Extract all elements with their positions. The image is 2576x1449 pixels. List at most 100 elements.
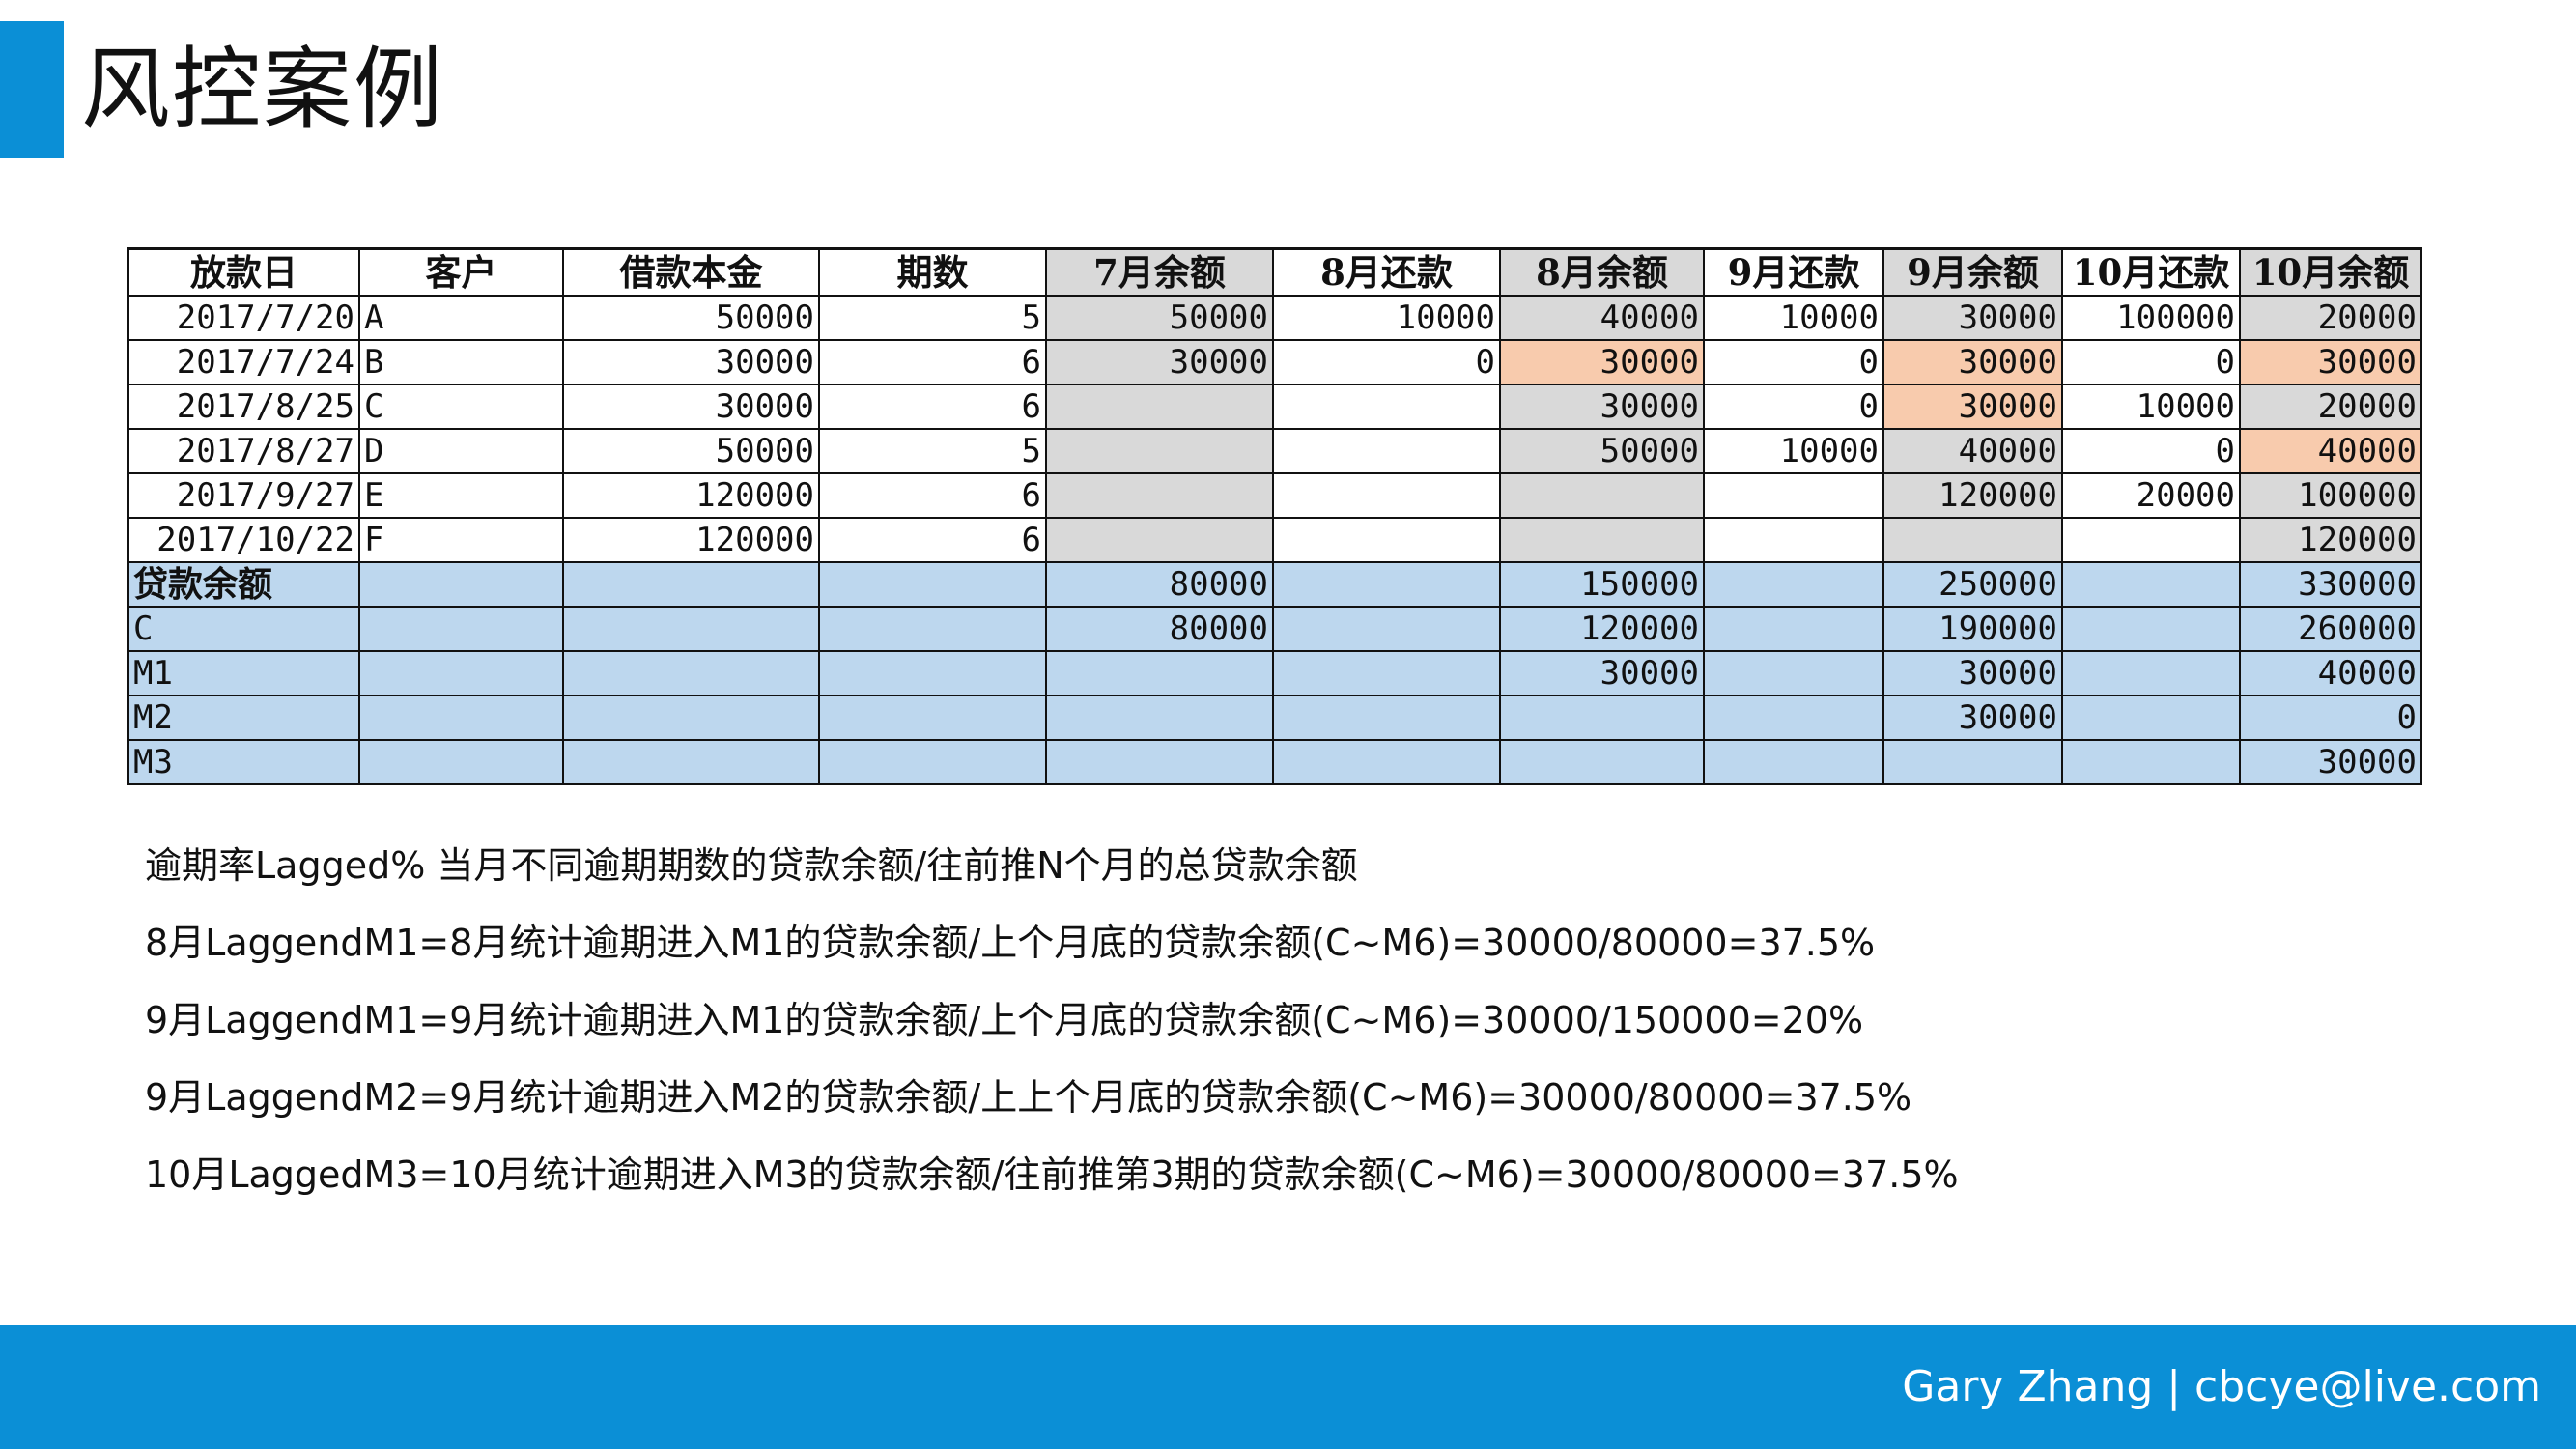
header-cell: 8月余额 [1499, 247, 1705, 297]
table-cell: 5 [818, 428, 1047, 474]
table-cell: 120000 [562, 472, 820, 519]
note-line-definition: 逾期率Lagged% 当月不同逾期期数的贷款余额/往前推N个月的总贷款余额 [145, 844, 1358, 887]
table-cell: E [358, 472, 564, 519]
table-cell [1499, 517, 1705, 563]
table-cell [1703, 517, 1884, 563]
table-cell: 10000 [1703, 428, 1884, 474]
table-cell-overdue: 30000 [1499, 339, 1705, 385]
summary-label: 贷款余额 [127, 561, 360, 608]
table-cell-overdue: 30000 [2239, 339, 2422, 385]
summary-cell: 150000 [1499, 561, 1705, 608]
summary-cell [1272, 695, 1501, 741]
summary-cell [818, 739, 1047, 785]
table-cell: 50000 [562, 295, 820, 341]
summary-row: M3 30000 [127, 739, 2422, 785]
table-cell: 2017/7/24 [127, 339, 360, 385]
summary-cell [562, 561, 820, 608]
table-cell: 2017/8/27 [127, 428, 360, 474]
table-cell: 0 [1272, 339, 1501, 385]
table-cell: 30000 [562, 339, 820, 385]
table-row: 2017/8/27 D 50000 5 50000 10000 40000 0 … [127, 428, 2422, 474]
table-cell: 120000 [1882, 472, 2063, 519]
summary-cell: 80000 [1045, 606, 1274, 652]
table-cell [1045, 472, 1274, 519]
table-cell [1045, 428, 1274, 474]
table-cell: 30000 [562, 384, 820, 430]
table-cell: 20000 [2061, 472, 2241, 519]
summary-cell: 30000 [1882, 695, 2063, 741]
summary-cell: 330000 [2239, 561, 2422, 608]
footer-bar: Gary Zhang | cbcye@live.com [0, 1325, 2576, 1449]
summary-cell [818, 650, 1047, 696]
table-cell: 6 [818, 384, 1047, 430]
summary-cell [358, 606, 564, 652]
table-cell: D [358, 428, 564, 474]
summary-cell: 190000 [1882, 606, 2063, 652]
summary-cell: 0 [2239, 695, 2422, 741]
summary-row: M1 30000 30000 40000 [127, 650, 2422, 696]
table-row: 2017/9/27 E 120000 6 120000 20000 100000 [127, 472, 2422, 519]
table-cell: 10000 [2061, 384, 2241, 430]
table-cell: 0 [2061, 428, 2241, 474]
table-cell: 2017/8/25 [127, 384, 360, 430]
summary-cell [1272, 606, 1501, 652]
table-row: 2017/10/22 F 120000 6 120000 [127, 517, 2422, 563]
summary-cell: 30000 [2239, 739, 2422, 785]
notes-block: 逾期率Lagged% 当月不同逾期期数的贷款余额/往前推N个月的总贷款余额 8月… [145, 831, 1959, 1217]
table-cell: 40000 [1882, 428, 2063, 474]
table-cell: 30000 [1882, 295, 2063, 341]
summary-row: M2 30000 0 [127, 695, 2422, 741]
table-cell [1045, 384, 1274, 430]
summary-row: 贷款余额 80000 150000 250000 330000 [127, 561, 2422, 608]
header-cell: 借款本金 [562, 247, 820, 297]
summary-cell [1882, 739, 2063, 785]
table-cell: 50000 [1499, 428, 1705, 474]
table-cell: 2017/9/27 [127, 472, 360, 519]
summary-cell [562, 695, 820, 741]
table-cell: 100000 [2061, 295, 2241, 341]
table-cell [1272, 472, 1501, 519]
summary-cell: 30000 [1882, 650, 2063, 696]
table-cell: 30000 [1045, 339, 1274, 385]
header-cell: 7月余额 [1045, 247, 1274, 297]
header-cell: 期数 [818, 247, 1047, 297]
summary-cell [562, 650, 820, 696]
summary-label: M2 [127, 695, 360, 741]
summary-cell [562, 739, 820, 785]
table-cell: 2017/7/20 [127, 295, 360, 341]
table-cell: 120000 [2239, 517, 2422, 563]
table-cell: 0 [1703, 384, 1884, 430]
table-row: 2017/7/24 B 30000 6 30000 0 30000 0 3000… [127, 339, 2422, 385]
summary-cell: 30000 [1499, 650, 1705, 696]
table-cell: 50000 [1045, 295, 1274, 341]
summary-label: M1 [127, 650, 360, 696]
summary-cell [1272, 739, 1501, 785]
table-cell: 6 [818, 339, 1047, 385]
summary-cell [1703, 739, 1884, 785]
table-cell: 40000 [1499, 295, 1705, 341]
table-cell-overdue: 30000 [1882, 339, 2063, 385]
table-cell [1882, 517, 2063, 563]
summary-cell [1045, 650, 1274, 696]
table-cell [1272, 428, 1501, 474]
table-cell [1272, 384, 1501, 430]
summary-cell [1045, 695, 1274, 741]
summary-cell [358, 561, 564, 608]
header-cell: 9月余额 [1882, 247, 2063, 297]
summary-cell [358, 739, 564, 785]
table-cell: 50000 [562, 428, 820, 474]
summary-cell [2061, 695, 2241, 741]
table-cell-overdue: 40000 [2239, 428, 2422, 474]
table-row: 2017/8/25 C 30000 6 30000 0 30000 10000 … [127, 384, 2422, 430]
table-cell [1499, 472, 1705, 519]
summary-cell [1045, 739, 1274, 785]
summary-cell [1703, 561, 1884, 608]
table-cell [2061, 517, 2241, 563]
summary-cell: 120000 [1499, 606, 1705, 652]
summary-cell [2061, 561, 2241, 608]
header-cell: 10月还款 [2061, 247, 2241, 297]
table-cell: 6 [818, 472, 1047, 519]
table-cell: 120000 [562, 517, 820, 563]
page-title: 风控案例 [81, 38, 445, 141]
summary-cell: 40000 [2239, 650, 2422, 696]
